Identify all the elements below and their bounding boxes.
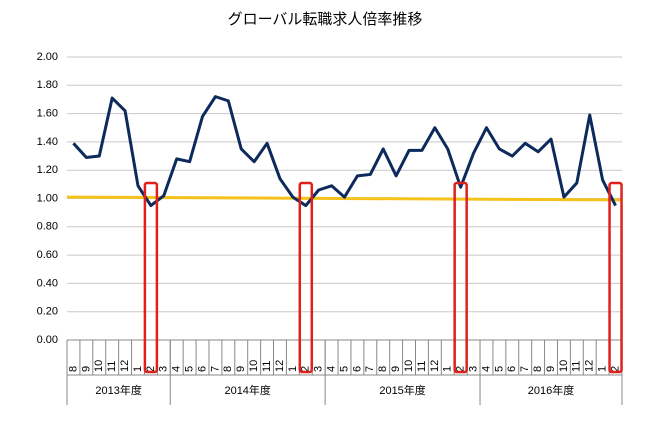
data-line [72,95,617,208]
x-tick-label: 6 [351,366,363,372]
y-tick-label: 0.20 [37,306,58,318]
x-tick-label: 9 [80,366,92,372]
x-tick-label: 10 [403,360,415,372]
y-tick-label: 1.00 [37,192,58,204]
x-tick-label: 8 [532,366,544,372]
x-tick-label: 8 [222,366,234,372]
x-tick-label: 7 [364,366,376,372]
x-tick-label: 5 [184,366,196,372]
x-tick-label: 8 [377,366,389,372]
x-tick-label: 3 [158,366,170,372]
x-tick-label: 9 [390,366,402,372]
x-tick-label: 7 [209,366,221,372]
x-tick-label: 3 [313,366,325,372]
group-label: 2014年度 [224,383,270,397]
group-label: 2013年度 [95,383,141,397]
x-tick-label: 1 [132,366,144,372]
x-tick-label: 12 [584,360,596,372]
x-tick-label: 12 [429,360,441,372]
y-tick-label: 0.40 [37,277,58,289]
x-tick-label: 2 [300,366,312,372]
x-tick-label: 8 [67,366,79,372]
x-tick-label: 10 [248,360,260,372]
x-tick-label: 4 [480,366,492,372]
x-tick-label: 1 [442,366,454,372]
x-tick-label: 11 [261,361,273,372]
x-tick-label: 6 [196,366,208,372]
y-tick-label: 1.40 [37,136,58,148]
x-tick-label: 2 [455,366,467,372]
x-tick-label: 11 [106,361,118,372]
x-tick-label: 4 [171,366,183,372]
x-tick-label: 10 [558,360,570,372]
x-tick-label: 12 [274,360,286,372]
chart-title: グローバル転職求人倍率推移 [228,11,423,28]
y-tick-label: 1.80 [37,79,58,91]
x-tick-label: 9 [545,366,557,372]
group-label: 2016年度 [528,383,574,397]
y-tick-label: 1.60 [37,108,58,120]
x-tick-label: 12 [119,360,131,372]
x-tick-label: 10 [93,360,105,372]
y-tick-label: 1.20 [37,164,58,176]
x-tick-label: 4 [325,366,337,372]
x-tick-label: 7 [519,366,531,372]
highlight-box [143,181,159,374]
x-tick-label: 2 [145,366,157,372]
x-tick-label: 11 [571,361,583,372]
x-tick-label: 2 [609,366,621,372]
group-label: 2015年度 [379,383,425,397]
y-tick-label: 2.00 [37,51,58,63]
x-tick-label: 5 [338,366,350,372]
y-tick-label: 0.60 [37,249,58,261]
x-tick-label: 1 [287,366,299,372]
x-tick-label: 11 [416,361,428,372]
x-tick-label: 9 [235,366,247,372]
highlight-box [453,181,468,374]
x-tick-label: 6 [506,366,518,372]
y-tick-label: 0.00 [37,334,58,346]
highlight-box [298,181,314,374]
y-tick-label: 0.80 [37,221,58,233]
x-tick-label: 3 [467,366,479,372]
highlight-box [608,181,623,374]
x-tick-label: 1 [597,366,609,372]
x-tick-label: 5 [493,366,505,372]
